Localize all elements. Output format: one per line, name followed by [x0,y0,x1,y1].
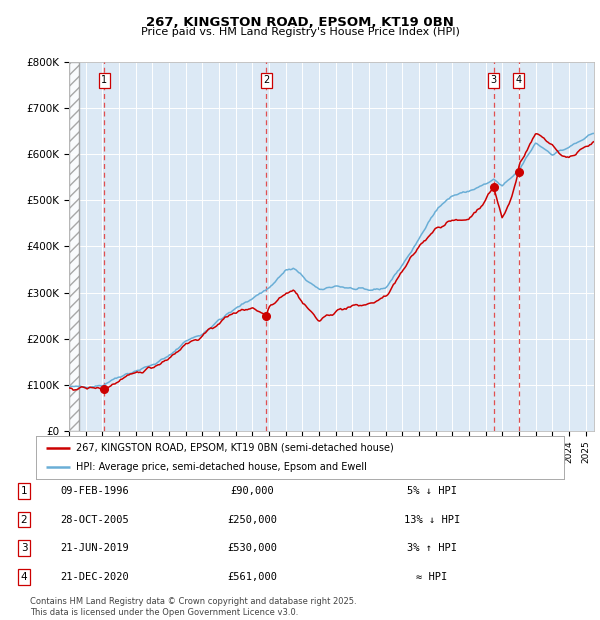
Text: 267, KINGSTON ROAD, EPSOM, KT19 0BN: 267, KINGSTON ROAD, EPSOM, KT19 0BN [146,16,454,29]
Text: £561,000: £561,000 [227,572,277,582]
Text: 13% ↓ HPI: 13% ↓ HPI [404,515,460,525]
Text: 28-OCT-2005: 28-OCT-2005 [60,515,129,525]
Text: £250,000: £250,000 [227,515,277,525]
Text: 3: 3 [490,76,497,86]
Text: 3% ↑ HPI: 3% ↑ HPI [407,543,457,553]
Text: 21-DEC-2020: 21-DEC-2020 [60,572,129,582]
Text: Price paid vs. HM Land Registry's House Price Index (HPI): Price paid vs. HM Land Registry's House … [140,27,460,37]
Text: £530,000: £530,000 [227,543,277,553]
Bar [69,62,79,431]
Text: 1: 1 [101,76,107,86]
Text: 2: 2 [263,76,269,86]
Text: 267, KINGSTON ROAD, EPSOM, KT19 0BN (semi-detached house): 267, KINGSTON ROAD, EPSOM, KT19 0BN (sem… [76,443,394,453]
Text: 2: 2 [20,515,28,525]
Text: £90,000: £90,000 [230,486,274,496]
Text: 4: 4 [515,76,521,86]
Text: 09-FEB-1996: 09-FEB-1996 [60,486,129,496]
Text: 5% ↓ HPI: 5% ↓ HPI [407,486,457,496]
Text: 1: 1 [20,486,28,496]
Text: 3: 3 [20,543,28,553]
Text: Contains HM Land Registry data © Crown copyright and database right 2025.
This d: Contains HM Land Registry data © Crown c… [30,598,356,617]
Text: HPI: Average price, semi-detached house, Epsom and Ewell: HPI: Average price, semi-detached house,… [76,463,367,472]
Text: ≈ HPI: ≈ HPI [416,572,448,582]
Text: 21-JUN-2019: 21-JUN-2019 [60,543,129,553]
Text: 4: 4 [20,572,28,582]
